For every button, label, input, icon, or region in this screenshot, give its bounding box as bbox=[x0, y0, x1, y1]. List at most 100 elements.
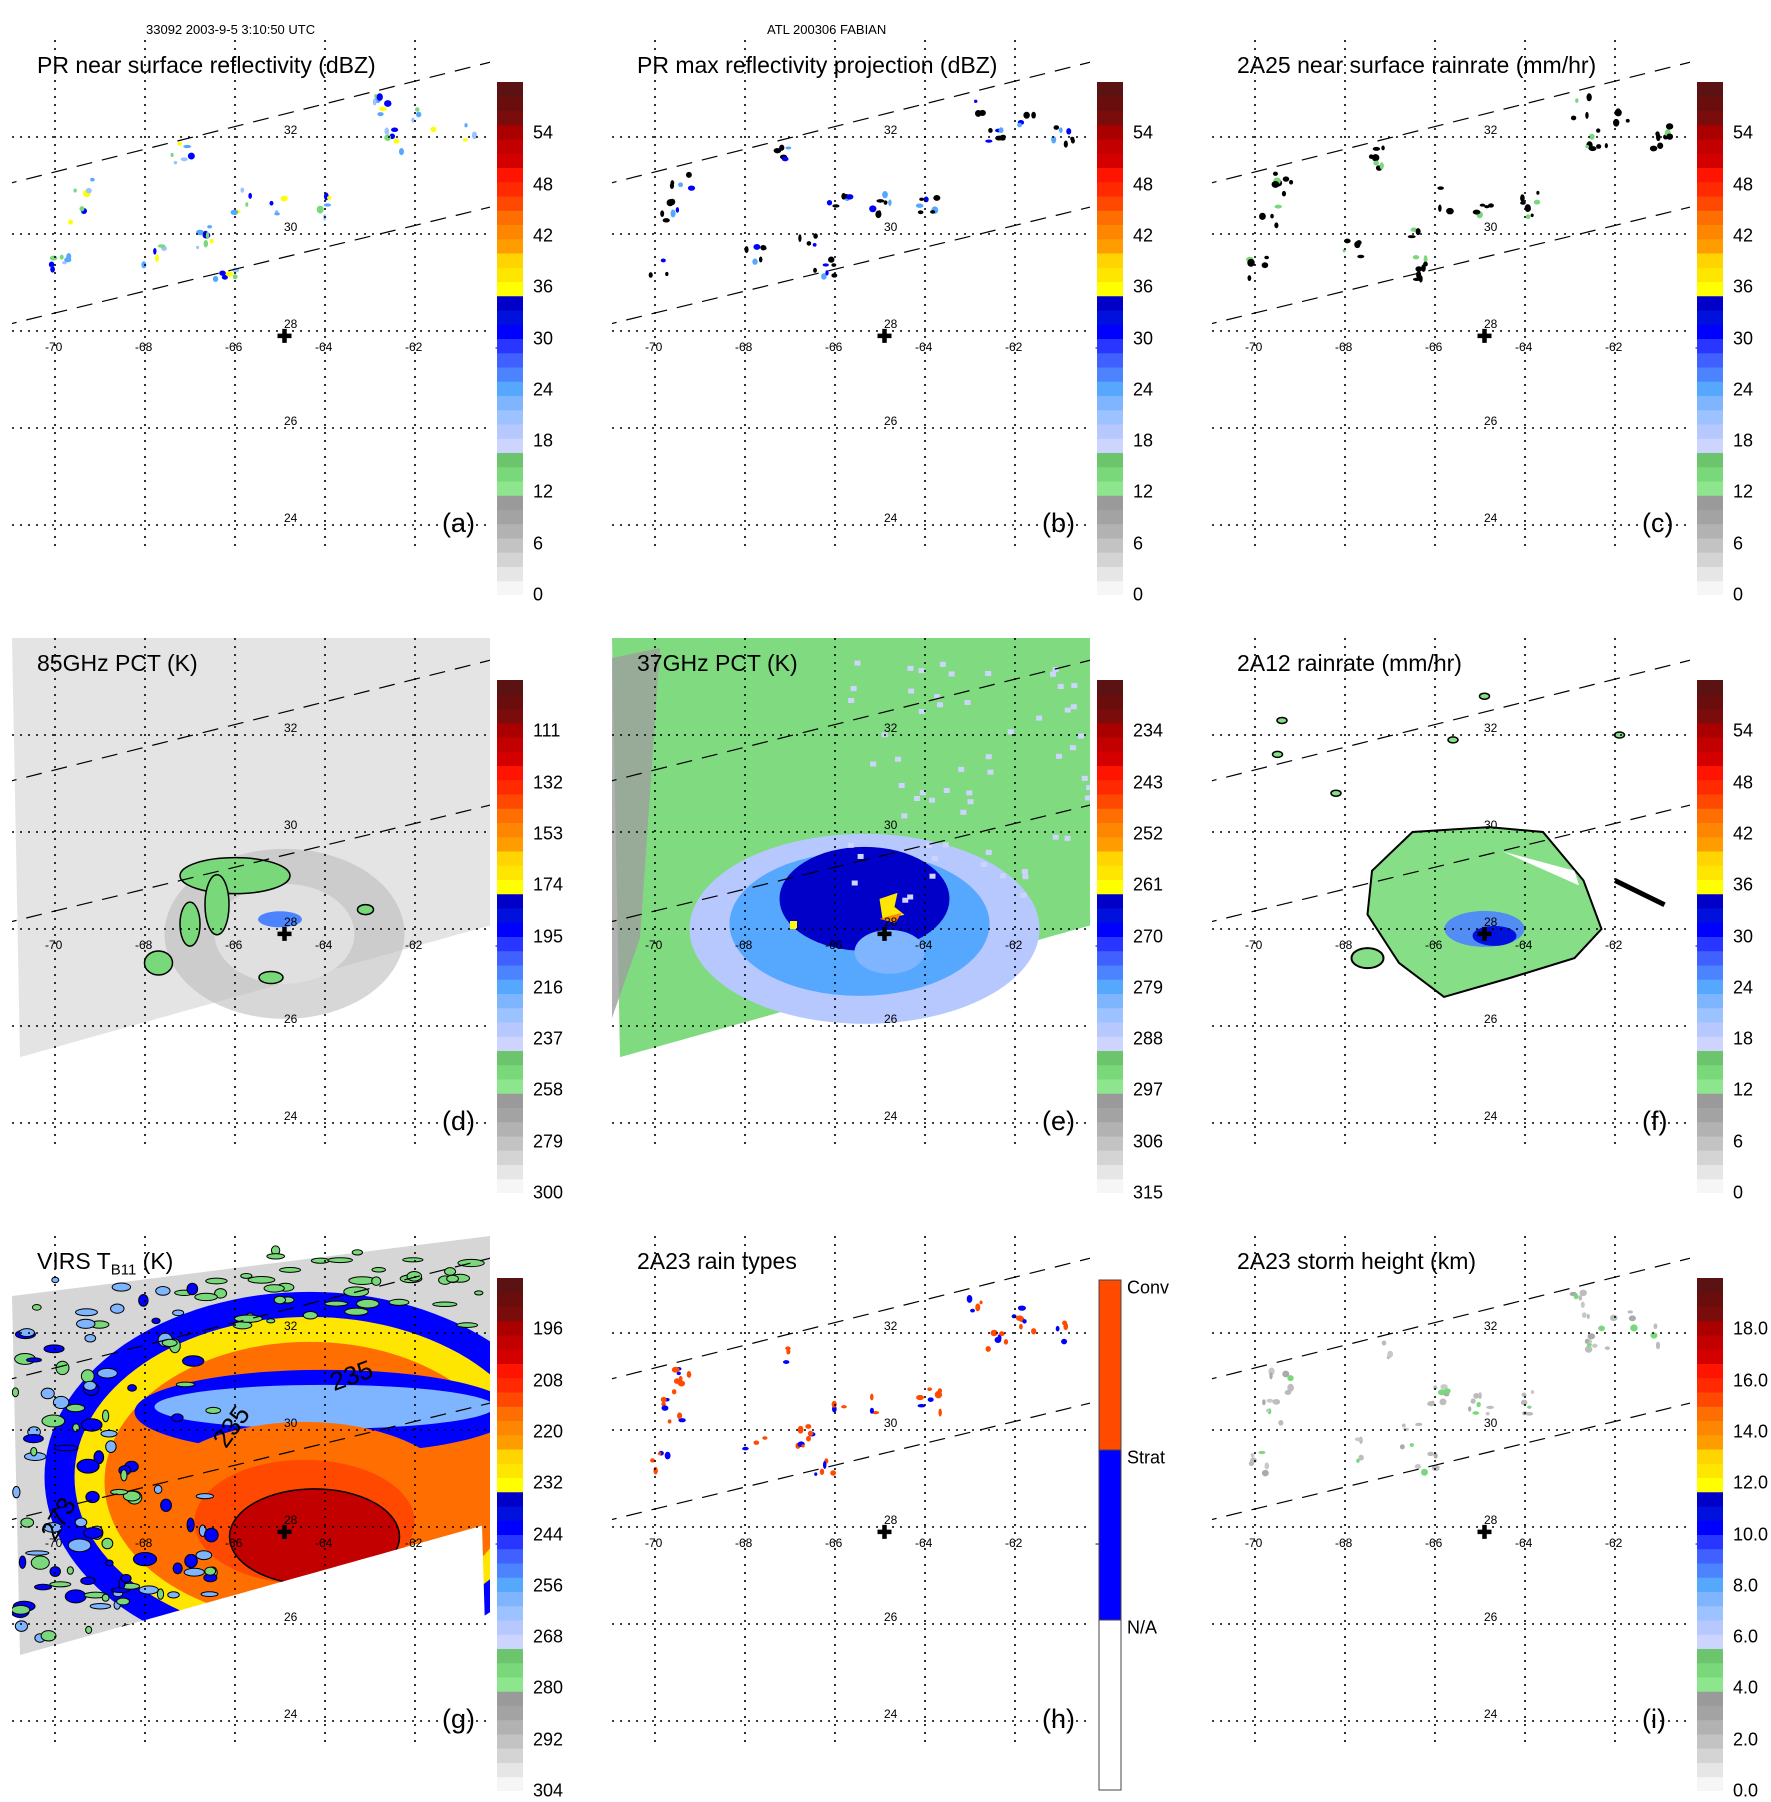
colorbar-swatch bbox=[497, 1577, 523, 1592]
lat-tick-label: 32 bbox=[884, 721, 898, 735]
colorbar-swatch bbox=[497, 538, 523, 553]
colorbar-tick-label: 36 bbox=[533, 276, 554, 297]
echo-pixel bbox=[1423, 255, 1428, 264]
colorbar-tick-label: 30 bbox=[1733, 926, 1754, 946]
colorbar-swatch bbox=[1697, 1406, 1723, 1421]
pr-swath-edge bbox=[12, 206, 490, 325]
lon-tick-label: -66 bbox=[225, 340, 243, 354]
colorbar-swatch bbox=[497, 908, 523, 923]
colorbar-swatch bbox=[1097, 139, 1123, 154]
panel-label: (b) bbox=[1042, 508, 1075, 538]
colorbar-tick-label: 300 bbox=[533, 1182, 564, 1203]
echo-pixel bbox=[1586, 93, 1592, 102]
colorbar-swatch bbox=[1697, 167, 1723, 183]
echo-pixel bbox=[1264, 1462, 1270, 1470]
pr-swath-edge bbox=[612, 804, 1090, 923]
echo-pixel bbox=[1259, 212, 1266, 220]
pr-swath-edge bbox=[12, 1402, 490, 1521]
colorbar-swatch bbox=[497, 1306, 523, 1322]
echo-pixel bbox=[660, 258, 666, 263]
colorbar-swatch bbox=[1097, 737, 1123, 752]
lon-tick-label: -64 bbox=[315, 1536, 333, 1550]
colorbar-swatch bbox=[1697, 1506, 1723, 1521]
colorbar-swatch bbox=[1697, 922, 1723, 937]
colorbar-tick-label: 279 bbox=[1133, 977, 1164, 998]
colorbar-tick-label: 54 bbox=[1733, 720, 1754, 741]
echo-pixel bbox=[59, 254, 64, 260]
echo-pixel bbox=[822, 263, 829, 267]
echo-pixel bbox=[1468, 1406, 1472, 1412]
colorbar-swatch bbox=[497, 979, 523, 994]
echo-pixel bbox=[970, 1308, 975, 1313]
colorbar-swatch bbox=[1697, 352, 1723, 368]
lat-tick-label: 28 bbox=[284, 915, 298, 929]
colorbar-tick-label: 243 bbox=[1133, 772, 1164, 793]
pr-swath-edge bbox=[12, 61, 490, 184]
colorbar-swatch bbox=[1097, 438, 1123, 453]
colorbar-swatch bbox=[1697, 452, 1723, 468]
echo-pixel bbox=[882, 190, 888, 199]
colorbar bbox=[497, 680, 523, 1193]
echo-pixel bbox=[830, 1470, 836, 1476]
colorbar-swatch bbox=[1697, 1677, 1723, 1692]
echo-pixel bbox=[1604, 143, 1608, 149]
colorbar-swatch bbox=[497, 466, 523, 482]
colorbar-swatch bbox=[1697, 1719, 1723, 1735]
echo-pixel bbox=[1530, 1389, 1535, 1395]
pr-swath-edge bbox=[1212, 804, 1690, 923]
panel-a: -70-68-66-64-62-60323028262422PR near su… bbox=[0, 40, 590, 605]
echo-pixel bbox=[677, 1380, 686, 1387]
map-plot-a: -70-68-66-64-62-60323028262422 bbox=[12, 40, 500, 550]
colorbar-swatch bbox=[1097, 1178, 1123, 1193]
panel-label: (g) bbox=[442, 1704, 475, 1734]
colorbar-swatch bbox=[1697, 1563, 1723, 1578]
colorbar-swatch bbox=[1697, 267, 1723, 282]
echo-pixel bbox=[1274, 204, 1282, 209]
echo-pixel bbox=[876, 199, 885, 203]
colorbar-swatch bbox=[497, 1007, 523, 1023]
colorbar-tick-label: 153 bbox=[533, 823, 564, 844]
echo-pixel bbox=[806, 241, 812, 246]
colorbar-swatch bbox=[1097, 936, 1123, 952]
echo-pixel bbox=[1604, 1346, 1610, 1350]
echo-pixel bbox=[1423, 261, 1428, 267]
echo-pixel bbox=[665, 271, 669, 277]
colorbar-swatch bbox=[1097, 822, 1123, 838]
lon-tick-label: -68 bbox=[135, 340, 153, 354]
colorbar-swatch bbox=[497, 851, 523, 866]
colorbar-tick-label: 279 bbox=[533, 1131, 564, 1152]
panel-h: -70-68-66-64-62-603230282624222A23 rain … bbox=[600, 1236, 1190, 1796]
echo-pixel bbox=[1536, 190, 1540, 195]
panel-title: 2A12 rainrate (mm/hr) bbox=[1237, 650, 1462, 676]
colorbar-tick-label: 252 bbox=[1133, 823, 1164, 844]
echo-pixel bbox=[416, 111, 422, 118]
colorbar-swatch bbox=[1697, 224, 1723, 240]
colorbar-tick-label: 111 bbox=[533, 720, 561, 741]
colorbar-swatch bbox=[497, 1377, 523, 1393]
echo-pixel bbox=[377, 112, 384, 117]
colorbar-swatch bbox=[497, 481, 523, 496]
echo-pixel bbox=[384, 134, 392, 141]
echo-pixel bbox=[1051, 136, 1057, 144]
echo-pixel bbox=[841, 193, 847, 200]
lat-tick-label: 28 bbox=[884, 317, 898, 331]
colorbar-swatch bbox=[1097, 1107, 1123, 1123]
lon-tick-label: -62 bbox=[1605, 340, 1623, 354]
echo-pixel bbox=[1372, 154, 1379, 161]
colorbar-tick-label: 6 bbox=[1733, 533, 1744, 554]
colorbar-swatch bbox=[497, 1406, 523, 1421]
colorbar-swatch bbox=[1697, 523, 1723, 539]
echo-pixel bbox=[1649, 145, 1658, 152]
colorbar-swatch bbox=[1097, 1136, 1123, 1151]
echo-pixel bbox=[411, 117, 415, 123]
colorbar-swatch bbox=[497, 779, 523, 795]
echo-pixel bbox=[1356, 240, 1362, 246]
colorbar-swatch bbox=[497, 1691, 523, 1706]
colorbar-swatch bbox=[1097, 310, 1123, 325]
echo-pixel bbox=[1589, 133, 1595, 140]
colorbar-swatch bbox=[1097, 580, 1123, 595]
echo-pixel bbox=[1415, 1422, 1423, 1427]
colorbar-swatch bbox=[1097, 509, 1123, 525]
colorbar-tick-label: 0 bbox=[1133, 584, 1144, 605]
echo-pixel bbox=[372, 98, 377, 106]
